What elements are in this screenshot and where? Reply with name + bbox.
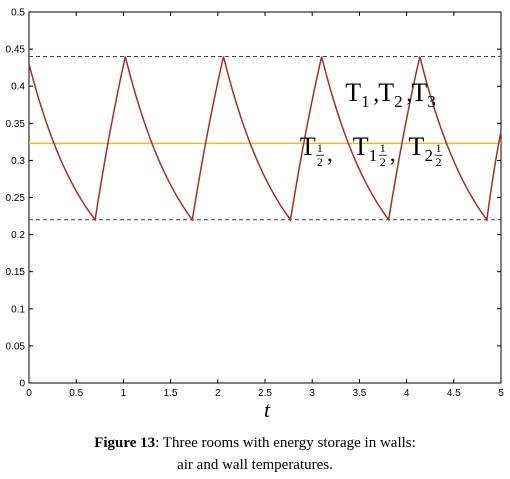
y-tick-label: 0.2: [11, 230, 25, 241]
annotation-t-half-numerator: 1: [317, 141, 323, 155]
figure-caption-line-1: Figure 13: Three rooms with energy stora…: [0, 435, 510, 452]
annotation-comma: ,: [327, 141, 333, 167]
annotation-t-two-half-numerator: 1: [435, 141, 441, 155]
series-line-air-temperature: [28, 56, 502, 222]
y-tick-label: 0.25: [6, 193, 26, 204]
y-tick-label: 0.1: [11, 304, 25, 315]
x-tick-label: 1.5: [164, 388, 178, 399]
x-tick-label: 3: [309, 388, 315, 399]
y-tick-label: 0.3: [11, 156, 25, 167]
x-tick-label: 3.5: [352, 388, 366, 399]
x-axis-label: t: [264, 397, 271, 422]
annotation-t-two-half-denominator: 2: [435, 155, 441, 169]
y-tick-label: 0.5: [11, 8, 25, 19]
x-tick-label: 0.5: [69, 388, 83, 399]
annotation-t-one-half: T: [353, 132, 369, 161]
x-tick-label: 2: [215, 388, 221, 399]
figure-label: Figure 13: [94, 435, 156, 451]
caption-text-1: : Three rooms with energy storage in wal…: [155, 435, 416, 451]
annotation-t-one-half-numerator: 1: [380, 141, 386, 155]
caption-text-2: air and wall temperatures.: [177, 457, 333, 473]
y-tick-label: 0: [19, 379, 25, 390]
annotation-t-two-half-sub: 2: [424, 146, 433, 165]
y-tick-label: 0.4: [11, 82, 25, 93]
x-tick-label: 0: [26, 388, 32, 399]
plot-area: 0 0.5 1 1.5 2 2.5 3 3.5 4 4.5 5 0 0.05 0.1 0.15 0.2 0.25…: [6, 8, 505, 423]
y-tick-label: 0.35: [6, 119, 26, 130]
annotation-comma: ,: [373, 81, 379, 107]
x-tick-label: 2.5: [258, 388, 272, 399]
x-tick-label: 4.5: [447, 388, 461, 399]
y-tick-label: 0.05: [6, 341, 26, 352]
annotation-t-one-half-sub: 1: [369, 146, 378, 165]
annotation-t-two-half: T: [408, 132, 424, 161]
x-tick-label: 4: [404, 388, 410, 399]
annotation-t1: T1: [345, 78, 369, 111]
figure-caption-line-2: air and wall temperatures.: [0, 457, 510, 474]
annotation-t3: T3: [411, 78, 435, 111]
x-tick-label: 1: [121, 388, 127, 399]
annotation-comma: ,: [406, 81, 412, 107]
annotation-comma: ,: [390, 141, 396, 167]
annotation-t-half-denominator: 2: [317, 155, 323, 169]
y-tick-label: 0.45: [6, 45, 26, 56]
annotation-t2: T2: [378, 78, 402, 111]
annotation-t-half: T: [300, 132, 316, 161]
y-tick-label: 0.15: [6, 267, 26, 278]
x-tick-label: 5: [498, 388, 504, 399]
annotation-t-one-half-denominator: 2: [380, 155, 386, 169]
plot-frame: [28, 11, 502, 384]
